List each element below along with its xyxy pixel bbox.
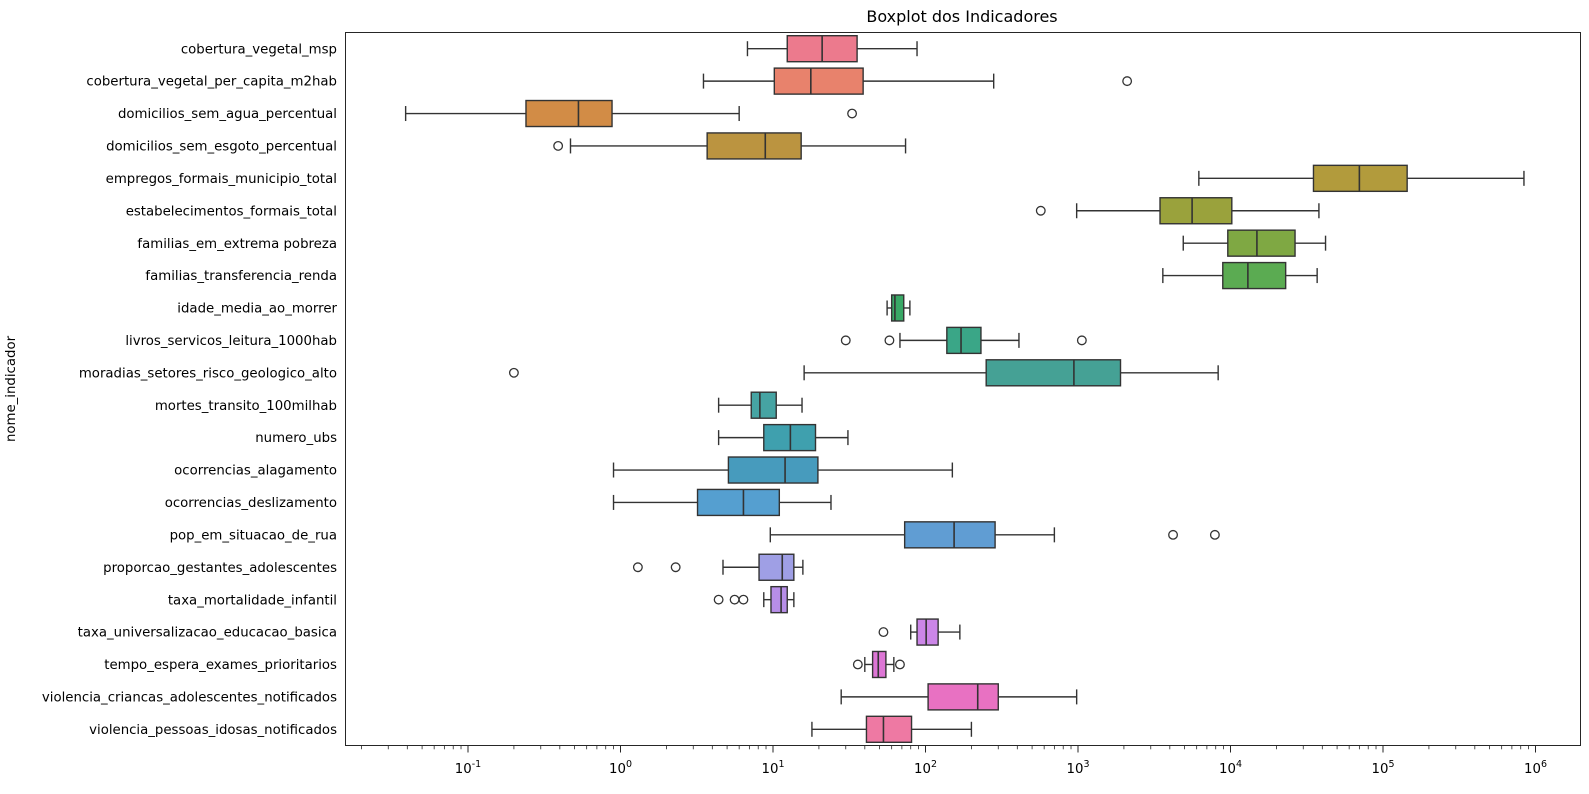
iqr-box: [770, 585, 788, 614]
iqr-box: [525, 99, 613, 128]
x-tick-label: 100: [609, 759, 632, 777]
category-label: domicilios_sem_agua_percentual: [118, 107, 337, 122]
outlier-point: [895, 659, 905, 670]
x-tick-label: 10-1: [455, 759, 481, 777]
category-label: livros_servicos_leitura_1000hab: [125, 334, 337, 349]
iqr-box: [706, 132, 802, 160]
iqr-box: [946, 326, 982, 355]
category-label: moradias_setores_risco_geologico_alto: [79, 366, 337, 381]
outlier-point: [553, 140, 564, 151]
category-label: ocorrencias_alagamento: [174, 464, 337, 479]
iqr-box: [1159, 197, 1233, 225]
iqr-box: [758, 553, 795, 581]
category-label: mortes_transito_100milhab: [155, 399, 337, 414]
outlier-point: [884, 335, 895, 346]
outlier-point: [1122, 76, 1133, 87]
x-tick-label: 101: [762, 759, 785, 777]
category-label: pop_em_situacao_de_rua: [170, 528, 337, 543]
box-row-violencia-pessoas-idosas-notificados: [811, 715, 973, 743]
iqr-box: [916, 618, 939, 646]
category-label: estabelecimentos_formais_total: [126, 204, 337, 219]
iqr-box: [1222, 261, 1287, 290]
box-row-livros-servicos-leitura-1000hab: [840, 326, 1087, 355]
x-tick-label: 105: [1372, 759, 1395, 777]
iqr-box: [1312, 164, 1408, 193]
x-tick-label: 104: [1219, 759, 1242, 777]
iqr-box: [985, 359, 1122, 387]
box-row-tempo-espera-exames-prioritarios: [852, 650, 905, 679]
category-label: taxa_mortalidade_infantil: [168, 593, 337, 608]
box-row-pop-em-situacao-de-rua: [769, 521, 1220, 549]
category-label: cobertura_vegetal_per_capita_m2hab: [86, 75, 337, 90]
plot-area: 10-1 100 101 102 103 104 105 106 cobertura_veget…: [42, 32, 1581, 777]
category-label: idade_media_ao_morrer: [177, 302, 337, 317]
outlier-point: [840, 335, 851, 346]
category-label: violencia_pessoas_idosas_notificados: [89, 723, 337, 738]
iqr-box: [696, 488, 781, 517]
x-tick-label: 102: [914, 759, 937, 777]
category-label: violencia_criancas_adolescentes_notifica…: [42, 690, 337, 705]
outlier-point: [670, 562, 681, 573]
x-axis-ticks: 10-1 100 101 102 103 104 105 106: [361, 745, 1547, 777]
box-row-moradias-setores-risco-geologico-alto: [508, 359, 1219, 387]
box-row-taxa-universalizacao-educacao-basica: [878, 618, 961, 646]
outlier-point: [1209, 529, 1220, 540]
box-row-estabelecimentos-formais-total: [1035, 197, 1320, 225]
iqr-box: [903, 521, 996, 549]
plot-border: [345, 32, 1581, 746]
box-row-familias-em-extrema-pobreza: [1182, 229, 1327, 257]
x-tick-label: 103: [1067, 759, 1090, 777]
box-row-numero-ubs: [717, 423, 849, 452]
category-label: empregos_formais_municipio_total: [106, 172, 337, 187]
outlier-point: [852, 659, 863, 670]
outlier-point: [1168, 529, 1178, 540]
box-row-cobertura-vegetal-per-capita-m2hab: [702, 67, 1133, 95]
box-row-taxa-mortalidade-infantil: [713, 585, 795, 614]
outlier-point: [729, 594, 740, 605]
outlier-point: [847, 108, 858, 119]
iqr-box: [890, 294, 905, 322]
outlier-point: [632, 562, 643, 573]
box-row-familias-transferencia-renda: [1162, 261, 1318, 290]
iqr-box: [750, 391, 777, 419]
box-row-domicilios-sem-esgoto-percentual: [553, 132, 907, 160]
iqr-box: [773, 67, 864, 95]
box-row-cobertura-vegetal-msp: [746, 35, 918, 63]
category-label: ocorrencias_deslizamento: [165, 496, 337, 511]
box-row-ocorrencias-deslizamento: [612, 488, 832, 517]
category-label: familias_transferencia_renda: [145, 269, 337, 284]
outlier-point: [878, 627, 889, 638]
iqr-box: [871, 650, 887, 679]
category-label: domicilios_sem_esgoto_percentual: [106, 140, 337, 155]
box-row-idade-media-ao-morrer: [886, 294, 911, 322]
iqr-box: [927, 683, 999, 711]
category-label: numero_ubs: [255, 431, 337, 446]
outlier-point: [508, 367, 519, 378]
x-tick-label: 106: [1524, 759, 1547, 777]
category-label: familias_em_extrema pobreza: [137, 237, 337, 252]
category-label: taxa_universalizacao_educacao_basica: [78, 626, 337, 641]
box-row-ocorrencias-alagamento: [612, 456, 954, 484]
outlier-point: [1076, 335, 1087, 346]
y-axis-label: nome_indicador: [4, 335, 19, 442]
box-row-violencia-criancas-adolescentes-notificados: [840, 683, 1078, 711]
box-row-mortes-transito-100milhab: [717, 391, 803, 419]
category-label: proporcao_gestantes_adolescentes: [103, 561, 337, 576]
category-label: cobertura_vegetal_msp: [181, 42, 337, 57]
box-row-domicilios-sem-agua-percentual: [404, 99, 858, 128]
iqr-box: [865, 715, 913, 743]
box-row-proporcao-gestantes-adolescentes: [632, 553, 804, 581]
outlier-point: [713, 594, 724, 605]
category-label: tempo_espera_exames_prioritarios: [104, 658, 337, 673]
box-row-empregos-formais-municipio-total: [1198, 164, 1525, 193]
chart-title: Boxplot dos Indicadores: [866, 7, 1057, 26]
iqr-box: [727, 456, 819, 484]
outlier-point: [738, 594, 749, 605]
outlier-point: [1035, 205, 1046, 216]
iqr-box: [1227, 229, 1296, 257]
